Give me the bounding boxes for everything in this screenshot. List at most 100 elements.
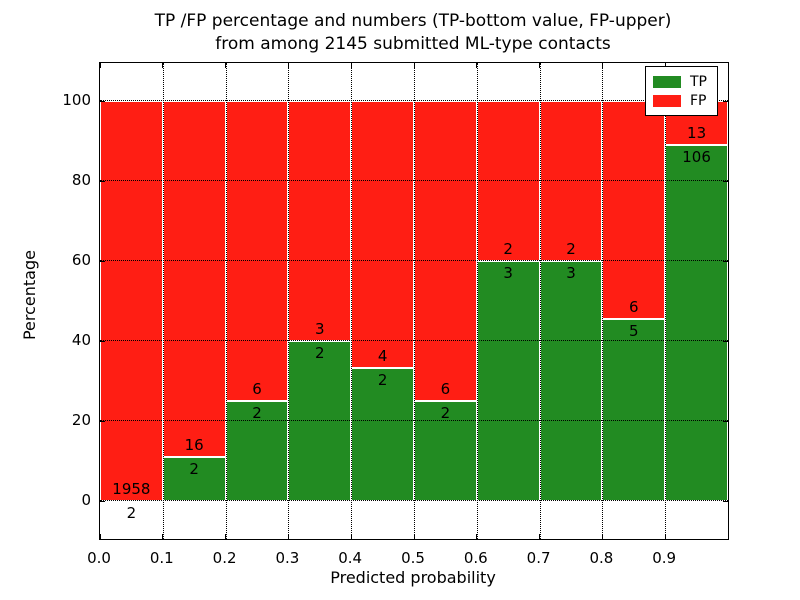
x-tick-mark bbox=[664, 63, 666, 68]
x-tick-mark bbox=[476, 63, 478, 68]
x-tick-label: 0.7 bbox=[526, 549, 551, 567]
x-gridline bbox=[414, 63, 415, 539]
x-tick-label: 0.8 bbox=[589, 549, 614, 567]
y-tick-mark bbox=[100, 100, 105, 102]
fp-count-label: 6 bbox=[440, 380, 451, 398]
tp-count-label: 2 bbox=[252, 404, 262, 422]
x-tick-label: 0.4 bbox=[338, 549, 363, 567]
x-tick-mark bbox=[727, 63, 729, 68]
y-tick-label: 80 bbox=[71, 171, 91, 189]
x-tick-mark bbox=[350, 63, 352, 68]
x-gridline bbox=[351, 63, 353, 539]
tp-count-label: 2 bbox=[189, 459, 199, 478]
x-tick-mark bbox=[539, 534, 541, 539]
y-tick-mark bbox=[100, 420, 105, 422]
chart-title: TP /FP percentage and numbers (TP-bottom… bbox=[13, 10, 800, 56]
x-tick-mark bbox=[664, 534, 666, 539]
x-gridline bbox=[288, 63, 290, 539]
x-tick-mark bbox=[601, 534, 603, 539]
x-gridline bbox=[665, 63, 667, 539]
legend-label-fp: FP bbox=[690, 92, 707, 109]
y-tick-label: 60 bbox=[71, 251, 91, 269]
y-axis-label: Percentage bbox=[20, 250, 39, 341]
y-tick-mark bbox=[100, 340, 105, 342]
y-tick-mark bbox=[723, 100, 728, 102]
x-tick-label: 0.9 bbox=[652, 549, 677, 567]
y-tick-mark bbox=[723, 340, 728, 342]
y-tick-label: 100 bbox=[62, 91, 91, 109]
tp-bar-segment bbox=[414, 401, 477, 501]
chart-title-line2: from among 2145 submitted ML-type contac… bbox=[215, 34, 611, 54]
x-tick-mark bbox=[413, 63, 415, 68]
fp-count-label: 2 bbox=[503, 240, 513, 258]
fp-bar-segment bbox=[288, 101, 352, 341]
fp-count-label: 13 bbox=[687, 123, 707, 142]
x-tick-mark bbox=[287, 534, 289, 539]
tp-count-label: 2 bbox=[440, 404, 451, 422]
tp-bar-segment bbox=[602, 319, 666, 501]
x-tick-mark bbox=[350, 534, 352, 539]
fp-bar-segment bbox=[162, 101, 226, 457]
x-tick-label: 0.3 bbox=[275, 549, 300, 567]
tp-count-label: 2 bbox=[377, 370, 388, 389]
chart-title-line1: TP /FP percentage and numbers (TP-bottom… bbox=[154, 11, 672, 31]
x-axis-label: Predicted probability bbox=[330, 568, 496, 587]
legend-label-tp: TP bbox=[690, 73, 707, 90]
y-tick-label: 0 bbox=[81, 491, 91, 509]
x-gridline bbox=[476, 63, 478, 539]
x-gridline bbox=[162, 63, 164, 539]
x-tick-label: 0.2 bbox=[212, 549, 237, 567]
fp-count-label: 4 bbox=[377, 346, 388, 365]
plot-area: 1958 2 16 2 6 2 3 2 4 2 6 2 2 3 2 3 6 5 13 106 bbox=[99, 62, 729, 540]
x-gridline bbox=[225, 63, 227, 539]
tp-count-label: 3 bbox=[503, 264, 513, 282]
tp-bar-segment bbox=[351, 367, 414, 501]
tp-count-label: 3 bbox=[566, 264, 576, 282]
x-tick-mark bbox=[539, 63, 541, 68]
fp-count-label: 6 bbox=[252, 380, 262, 398]
x-tick-mark bbox=[162, 534, 164, 539]
x-gridline bbox=[539, 63, 541, 539]
fp-bar-segment bbox=[602, 101, 666, 320]
tp-count-label: 106 bbox=[682, 147, 711, 166]
x-tick-mark bbox=[225, 534, 227, 539]
legend: TP FP bbox=[645, 66, 718, 116]
x-tick-mark bbox=[727, 534, 729, 539]
x-tick-mark bbox=[287, 63, 289, 68]
y-tick-mark bbox=[723, 260, 728, 262]
tp-count-label: 2 bbox=[126, 503, 137, 522]
legend-entry-fp: FP bbox=[653, 91, 710, 110]
fp-count-label: 6 bbox=[629, 298, 639, 317]
x-tick-label: 0.5 bbox=[401, 549, 425, 567]
x-tick-label: 0.1 bbox=[149, 549, 174, 567]
legend-swatch-fp-icon bbox=[653, 94, 681, 107]
x-tick-label: 0.6 bbox=[463, 549, 488, 567]
x-tick-mark bbox=[225, 63, 227, 68]
legend-swatch-tp-icon bbox=[653, 75, 681, 88]
x-tick-mark bbox=[601, 63, 603, 68]
legend-entry-tp: TP bbox=[653, 72, 710, 91]
y-tick-label: 20 bbox=[71, 411, 91, 429]
tp-bar-segment bbox=[476, 261, 540, 501]
tp-bar-segment bbox=[288, 341, 352, 501]
y-tick-mark bbox=[723, 180, 728, 182]
fp-bar-segment bbox=[351, 101, 414, 368]
fp-bar-segment bbox=[225, 101, 289, 401]
y-tick-mark bbox=[100, 500, 105, 502]
x-tick-mark bbox=[99, 63, 101, 68]
fp-bar-segment bbox=[539, 101, 603, 261]
tp-count-label: 5 bbox=[629, 322, 639, 341]
y-tick-mark bbox=[100, 260, 105, 262]
x-gridline bbox=[602, 63, 604, 539]
y-tick-mark bbox=[723, 420, 728, 422]
x-tick-mark bbox=[162, 63, 164, 68]
fp-bar-segment bbox=[100, 101, 163, 501]
x-tick-label: 0.0 bbox=[87, 549, 111, 567]
fp-count-label: 2 bbox=[566, 240, 576, 258]
fp-count-label: 3 bbox=[315, 320, 325, 338]
x-tick-mark bbox=[413, 534, 415, 539]
tp-count-label: 2 bbox=[315, 344, 325, 362]
x-tick-mark bbox=[99, 534, 101, 539]
y-tick-label: 40 bbox=[71, 331, 91, 349]
